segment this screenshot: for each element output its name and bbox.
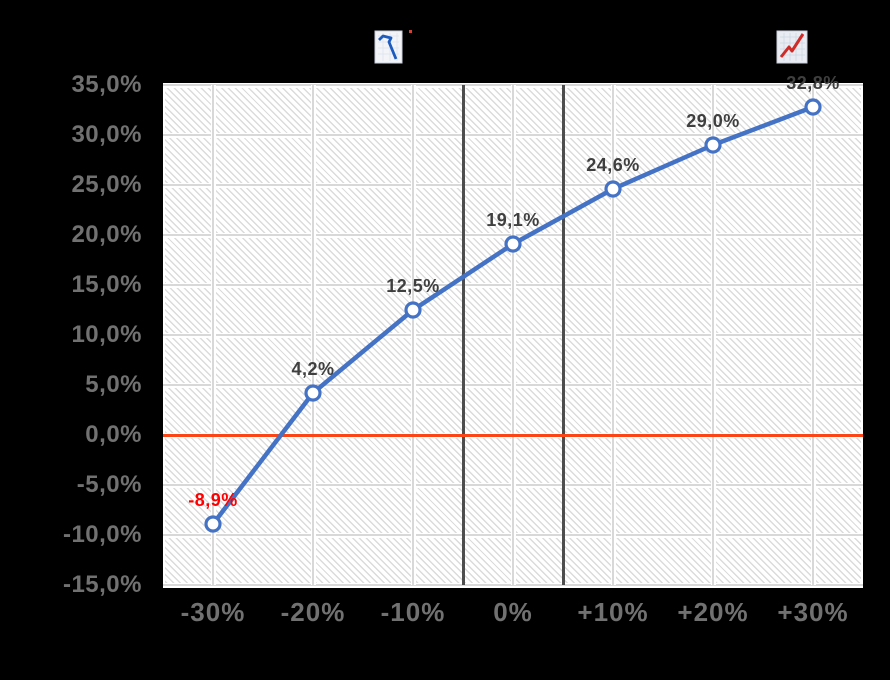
y-tick-label: -10,0% (62, 521, 142, 548)
series-line (211, 104, 814, 526)
y-tick-label: 5,0% (85, 371, 142, 398)
y-tick-label: 25,0% (71, 171, 142, 198)
data-point-marker (404, 301, 422, 319)
x-tick-label: -20% (280, 597, 346, 627)
data-point-marker (604, 180, 622, 198)
data-point-label: 24,6% (586, 155, 640, 175)
vertical-gridline (310, 85, 316, 585)
uptrend-chart-icon (776, 30, 808, 64)
data-point-marker (304, 384, 322, 402)
y-tick-label: -15,0% (62, 571, 142, 598)
downtrend-chart-icon (374, 30, 412, 64)
y-tick-label: 15,0% (71, 271, 142, 298)
vertical-gridline (810, 85, 816, 585)
x-tick-label: -30% (180, 597, 246, 627)
x-tick-label: +30% (777, 597, 849, 627)
zero-reference-line (163, 433, 863, 437)
data-point-label: 12,5% (386, 276, 440, 296)
horizontal-gridline (163, 582, 863, 588)
vertical-gridline (710, 85, 716, 585)
y-tick-label: 20,0% (71, 221, 142, 248)
data-point-label: 19,1% (486, 210, 540, 230)
data-point-label: 29,0% (686, 111, 740, 131)
vertical-reference-line (461, 85, 465, 585)
data-point-label: -8,9% (188, 490, 238, 510)
y-tick-label: 30,0% (71, 121, 142, 148)
vertical-gridline (210, 85, 216, 585)
data-point-marker (504, 235, 522, 253)
data-point-marker (204, 515, 222, 533)
series-line-layer (204, 98, 822, 533)
data-point-label: 4,2% (291, 359, 335, 379)
x-tick-label: +20% (677, 597, 749, 627)
y-tick-label: 0,0% (85, 421, 142, 448)
data-point-marker (704, 136, 722, 154)
vertical-reference-line (561, 85, 565, 585)
y-tick-label: 35,0% (71, 71, 142, 98)
y-tick-label: -5,0% (76, 471, 142, 498)
vertical-gridline (510, 85, 516, 585)
red-dot-icon (409, 30, 412, 33)
plot-area: -8,9% 4,2% 12,5% 19,1% 24,6% 29,0% 32,8% (163, 73, 863, 588)
x-tick-label: 0% (493, 597, 533, 627)
x-tick-label: -10% (380, 597, 446, 627)
vertical-gridline (610, 85, 616, 585)
x-tick-label: +10% (577, 597, 649, 627)
vertical-gridline (410, 85, 416, 585)
data-point-marker (804, 98, 822, 116)
data-point-label: 32,8% (786, 73, 840, 93)
y-tick-label: 10,0% (71, 321, 142, 348)
